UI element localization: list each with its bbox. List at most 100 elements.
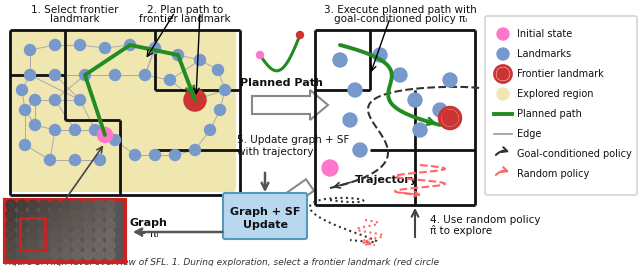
- Circle shape: [212, 64, 223, 76]
- Circle shape: [28, 210, 38, 220]
- Circle shape: [17, 250, 27, 260]
- Circle shape: [497, 88, 509, 100]
- Text: 2. Plan path to: 2. Plan path to: [147, 5, 223, 15]
- Text: Update: Update: [243, 220, 287, 230]
- Circle shape: [72, 240, 82, 250]
- Circle shape: [19, 139, 31, 151]
- Circle shape: [150, 149, 161, 160]
- Circle shape: [50, 210, 60, 220]
- Circle shape: [17, 210, 27, 220]
- Text: Edge: Edge: [517, 129, 541, 139]
- FancyArrow shape: [252, 90, 328, 120]
- Circle shape: [129, 149, 141, 160]
- Circle shape: [17, 240, 27, 250]
- Circle shape: [61, 220, 71, 230]
- Text: π̂ to explore: π̂ to explore: [430, 225, 492, 236]
- Text: Goal-conditioned policy: Goal-conditioned policy: [517, 149, 632, 159]
- FancyBboxPatch shape: [223, 193, 307, 239]
- Text: Explored region: Explored region: [517, 89, 593, 99]
- Circle shape: [6, 210, 16, 220]
- Circle shape: [6, 220, 16, 230]
- Circle shape: [105, 250, 115, 260]
- Circle shape: [164, 74, 175, 85]
- Circle shape: [72, 250, 82, 260]
- Circle shape: [39, 240, 49, 250]
- Circle shape: [195, 55, 205, 65]
- Circle shape: [105, 220, 115, 230]
- Circle shape: [214, 105, 225, 115]
- Text: Graph: Graph: [129, 218, 167, 228]
- Circle shape: [443, 73, 457, 87]
- Circle shape: [72, 210, 82, 220]
- Text: Frontier landmark: Frontier landmark: [517, 69, 604, 79]
- Circle shape: [39, 250, 49, 260]
- Circle shape: [24, 69, 35, 81]
- Circle shape: [74, 39, 86, 51]
- Circle shape: [49, 69, 61, 81]
- Circle shape: [442, 110, 458, 126]
- Circle shape: [50, 240, 60, 250]
- Circle shape: [95, 155, 106, 165]
- Bar: [20, 218, 45, 250]
- Text: Planned path: Planned path: [517, 109, 582, 119]
- Circle shape: [497, 68, 509, 80]
- FancyArrow shape: [245, 179, 314, 231]
- Circle shape: [49, 39, 61, 51]
- Text: F: F: [5, 258, 10, 266]
- Circle shape: [17, 220, 27, 230]
- Circle shape: [49, 94, 61, 106]
- Circle shape: [79, 69, 90, 81]
- Text: Random policy: Random policy: [517, 169, 589, 179]
- Circle shape: [61, 250, 71, 260]
- FancyBboxPatch shape: [485, 16, 637, 195]
- Circle shape: [74, 94, 86, 106]
- Circle shape: [433, 103, 447, 117]
- Circle shape: [94, 250, 104, 260]
- Circle shape: [28, 220, 38, 230]
- Circle shape: [6, 230, 16, 240]
- Circle shape: [90, 124, 100, 135]
- Circle shape: [94, 230, 104, 240]
- Text: Planned Path: Planned Path: [239, 78, 323, 88]
- Text: 3. Execute planned path with: 3. Execute planned path with: [324, 5, 476, 15]
- Circle shape: [83, 210, 93, 220]
- Circle shape: [408, 93, 422, 107]
- Circle shape: [72, 200, 82, 210]
- Circle shape: [39, 220, 49, 230]
- Circle shape: [50, 200, 60, 210]
- Circle shape: [72, 230, 82, 240]
- Circle shape: [28, 240, 38, 250]
- Circle shape: [105, 210, 115, 220]
- Circle shape: [109, 135, 120, 146]
- Text: + πₗ: + πₗ: [138, 229, 159, 239]
- Circle shape: [99, 43, 111, 53]
- Circle shape: [19, 105, 31, 115]
- Text: frontier landmark: frontier landmark: [139, 14, 231, 24]
- Circle shape: [105, 240, 115, 250]
- Circle shape: [170, 149, 180, 160]
- Circle shape: [189, 144, 200, 156]
- Circle shape: [94, 200, 104, 210]
- Circle shape: [70, 124, 81, 135]
- Circle shape: [413, 123, 427, 137]
- Circle shape: [24, 44, 35, 56]
- Circle shape: [6, 250, 16, 260]
- Circle shape: [28, 250, 38, 260]
- Text: Trajectory: Trajectory: [355, 175, 418, 185]
- Circle shape: [105, 200, 115, 210]
- Circle shape: [109, 69, 120, 81]
- Circle shape: [257, 52, 264, 59]
- Circle shape: [61, 240, 71, 250]
- Circle shape: [83, 230, 93, 240]
- Circle shape: [39, 210, 49, 220]
- Circle shape: [83, 250, 93, 260]
- Circle shape: [140, 69, 150, 81]
- Circle shape: [29, 119, 40, 131]
- Circle shape: [83, 240, 93, 250]
- Circle shape: [28, 230, 38, 240]
- Circle shape: [61, 210, 71, 220]
- Circle shape: [497, 28, 509, 40]
- Circle shape: [17, 200, 27, 210]
- Text: landmark: landmark: [50, 14, 100, 24]
- Circle shape: [205, 124, 216, 135]
